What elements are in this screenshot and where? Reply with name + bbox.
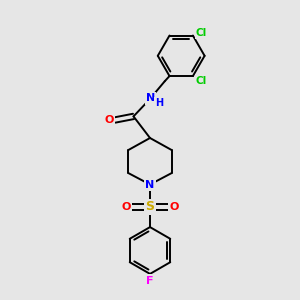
Text: N: N: [146, 93, 155, 103]
Text: S: S: [146, 200, 154, 214]
Text: Cl: Cl: [196, 28, 207, 38]
Text: F: F: [146, 275, 154, 286]
Text: N: N: [146, 179, 154, 190]
Text: O: O: [105, 115, 114, 125]
Text: O: O: [121, 202, 131, 212]
Text: O: O: [169, 202, 179, 212]
Text: H: H: [155, 98, 164, 108]
Text: Cl: Cl: [196, 76, 207, 85]
